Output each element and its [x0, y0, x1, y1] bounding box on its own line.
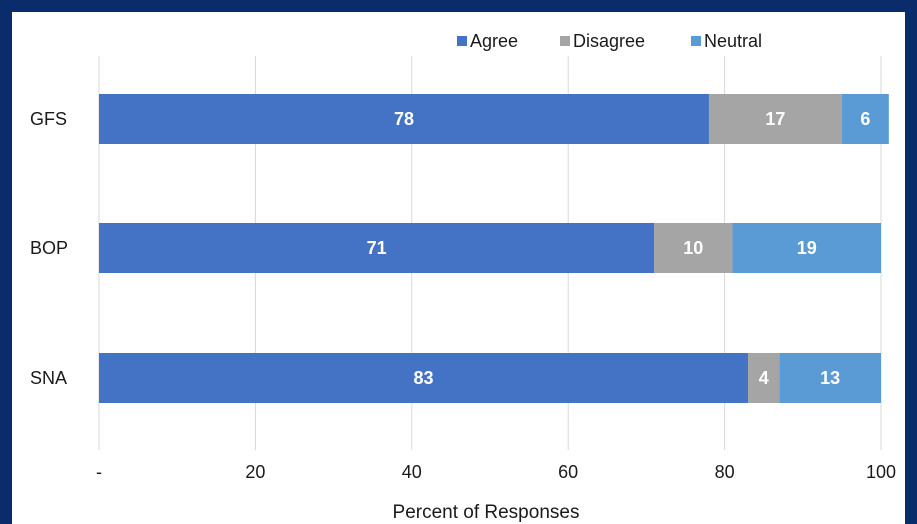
bar-segment-neutral-sna [779, 353, 881, 403]
bar-segment-agree-bop [99, 223, 655, 273]
legend-swatch-neutral [691, 36, 701, 46]
legend-swatch-disagree [560, 36, 570, 46]
data-label: 6 [860, 109, 870, 129]
bar-segment-neutral-bop [732, 223, 881, 273]
legend-swatch-agree [457, 36, 467, 46]
bar-segment-agree-gfs [99, 94, 709, 144]
category-label: BOP [30, 238, 68, 258]
x-axis-title: Percent of Responses [393, 502, 580, 523]
bar-segment-disagree-sna [748, 353, 780, 403]
x-tick-label: 80 [715, 462, 735, 482]
data-label: 10 [683, 238, 703, 258]
x-tick-label: 40 [402, 462, 422, 482]
data-label: 83 [414, 368, 434, 388]
x-tick-label: 20 [245, 462, 265, 482]
legend-label-disagree: Disagree [573, 31, 645, 51]
x-tick-label: 60 [558, 462, 578, 482]
data-label: 4 [759, 368, 769, 388]
legend-label-neutral: Neutral [704, 31, 762, 51]
x-tick-label: 100 [866, 462, 896, 482]
chart-panel: 78 17 6 71 10 19 83 4 13 GFS BOP SNA -20 40 60 80 100 … [12, 12, 905, 524]
data-label: 19 [797, 238, 817, 258]
data-label: 17 [765, 109, 785, 129]
bar-segment-neutral-gfs [841, 94, 889, 144]
data-label: 71 [367, 238, 387, 258]
x-tick-labels: - 20 40 60 80 100 [96, 462, 896, 482]
bar-segment-disagree-gfs [708, 94, 842, 144]
legend-label-agree: Agree [470, 31, 518, 51]
bar-segment-disagree-bop [654, 223, 733, 273]
x-tick-label: - [96, 462, 102, 482]
bar-segment-agree-sna [99, 353, 749, 403]
data-label: 13 [820, 368, 840, 388]
bars: 78 17 6 71 10 19 83 4 13 [99, 94, 889, 403]
category-label: SNA [30, 368, 67, 388]
legend: Agree Disagree Neutral [457, 31, 762, 51]
category-labels: GFS BOP SNA [30, 109, 68, 388]
data-label: 78 [394, 109, 414, 129]
category-label: GFS [30, 109, 67, 129]
